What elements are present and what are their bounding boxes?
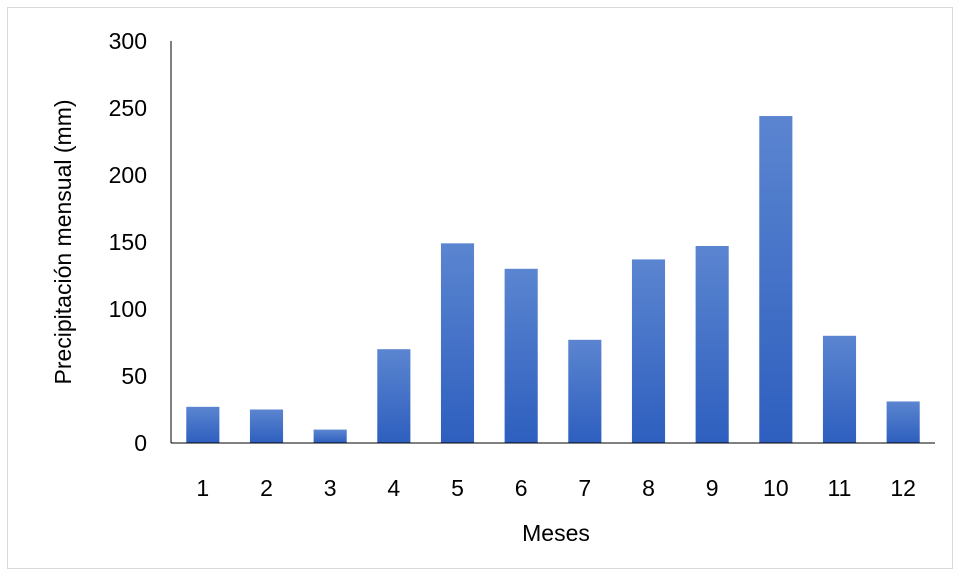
x-tick-label: 1: [196, 475, 209, 501]
x-tick-label: 4: [387, 475, 400, 501]
x-tick-label: 5: [451, 475, 464, 501]
y-tick-label: 150: [109, 229, 147, 255]
x-tick-label: 12: [890, 475, 916, 501]
x-tick-label: 9: [706, 475, 719, 501]
chart-frame: [7, 7, 953, 569]
x-tick-label: 11: [828, 475, 852, 501]
bar-month-6: [504, 268, 538, 443]
x-tick-label: 7: [578, 475, 591, 501]
x-tick-label: 6: [515, 475, 528, 501]
x-tick-label: 3: [324, 475, 337, 501]
x-axis-title: Meses: [522, 520, 590, 546]
bar-month-12: [886, 401, 920, 443]
x-axis-ticks: 1 2 3 4 5 6 7 8 9 10 11 12: [196, 475, 916, 501]
bar-month-8: [631, 259, 666, 443]
y-tick-label: 100: [109, 296, 147, 322]
x-tick-label: 2: [260, 475, 273, 501]
bar-month-4: [377, 349, 411, 443]
bar-month-7: [568, 339, 602, 443]
y-axis-ticks: 0 50 100 150 200 250 300: [109, 28, 147, 456]
y-tick-label: 200: [109, 162, 147, 188]
y-tick-label: 50: [121, 363, 147, 389]
y-tick-label: 300: [109, 28, 147, 54]
bar-month-11: [822, 335, 857, 443]
bar-month-5: [440, 243, 475, 443]
bar-month-1: [186, 406, 220, 443]
x-tick-label: 10: [763, 475, 789, 501]
bar-month-2: [249, 409, 284, 443]
y-tick-label: 250: [109, 95, 147, 121]
y-tick-label: 0: [134, 430, 147, 456]
x-tick-label: 8: [642, 475, 655, 501]
bar-month-3: [313, 429, 347, 443]
bar-month-9: [695, 246, 729, 443]
y-axis-title: Precipitación mensual (mm): [50, 99, 76, 384]
bar-month-10: [759, 116, 793, 443]
bars-group: [186, 116, 920, 443]
